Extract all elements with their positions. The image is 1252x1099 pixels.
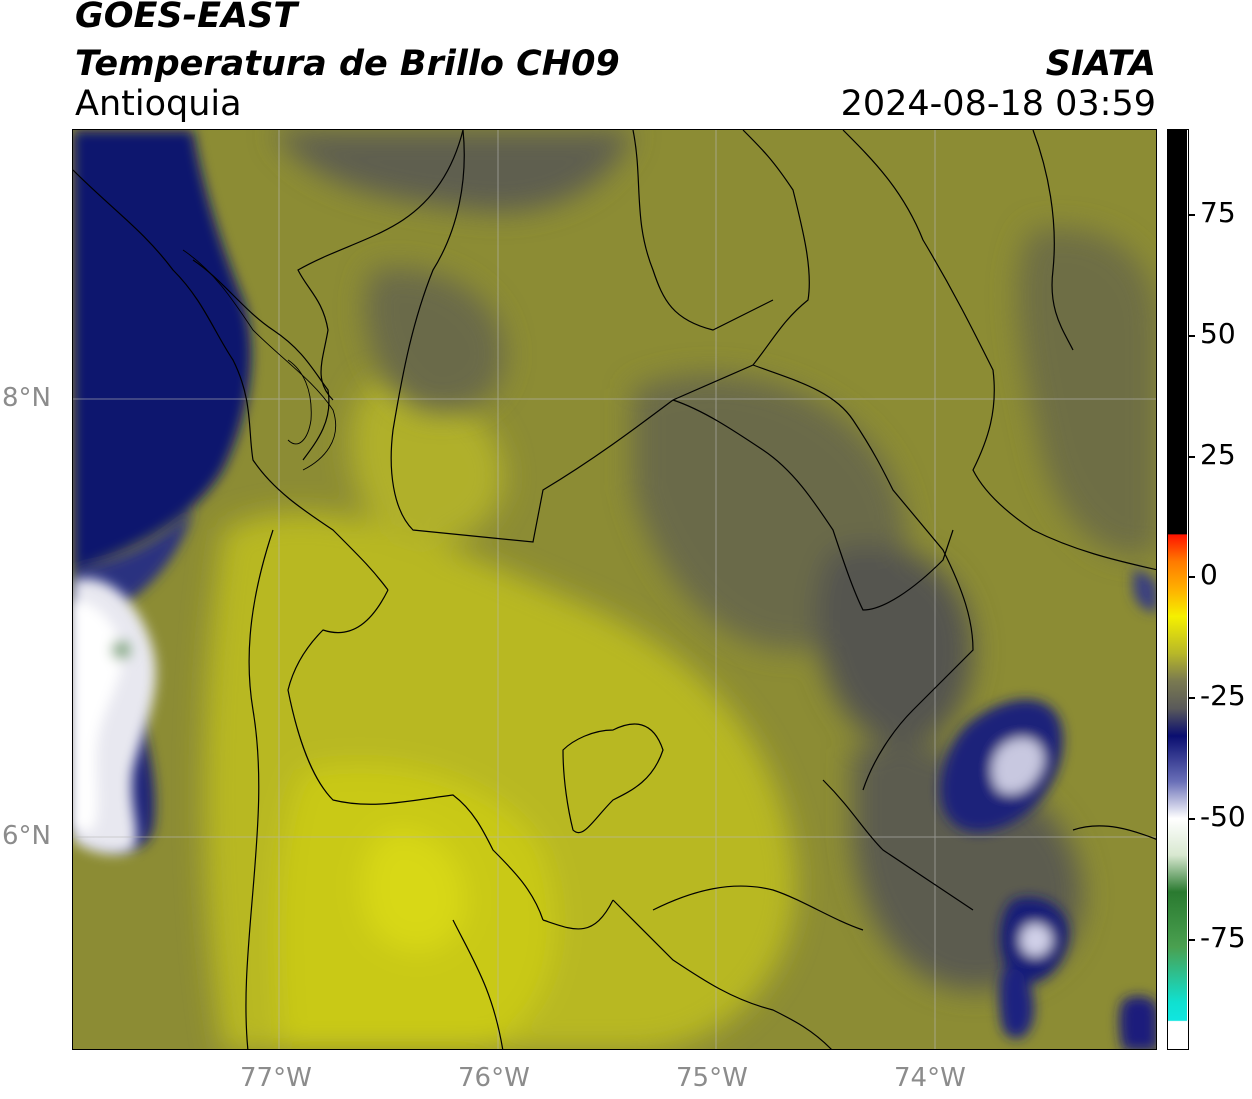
lon-label-76w: 76°W <box>458 1063 530 1093</box>
colorbar-tick <box>1189 697 1195 699</box>
colorbar-tick <box>1189 456 1195 458</box>
colorbar-label-minus75: -75 <box>1200 921 1246 954</box>
colorbar-label-minus50: -50 <box>1200 800 1246 833</box>
graticule <box>73 130 1156 1049</box>
org-label: SIATA <box>1045 44 1156 84</box>
colorbar <box>1167 129 1189 1050</box>
colorbar-tick <box>1189 335 1195 337</box>
region-label: Antioquia <box>75 84 242 124</box>
satellite-map <box>72 129 1157 1050</box>
lon-label-74w: 74°W <box>894 1063 966 1093</box>
colorbar-tick <box>1189 576 1195 578</box>
colorbar-tick <box>1189 818 1195 820</box>
colorbar-label-75: 75 <box>1200 196 1236 229</box>
lon-label-77w: 77°W <box>240 1063 312 1093</box>
map-field <box>73 130 1156 1049</box>
coastline <box>182 249 337 471</box>
colorbar-tick <box>1189 939 1195 941</box>
boundaries <box>73 130 1156 1049</box>
lon-label-75w: 75°W <box>676 1063 748 1093</box>
colorbar-label-minus25: -25 <box>1200 679 1246 712</box>
colorbar-gradient <box>1168 130 1187 1048</box>
lat-label-8n: 8°N <box>2 383 51 413</box>
colorbar-label-0: 0 <box>1200 558 1218 591</box>
colorbar-tick <box>1189 214 1195 216</box>
datetime-label: 2024-08-18 03:59 <box>840 84 1156 124</box>
title-satellite: GOES-EAST <box>75 0 298 36</box>
title-product: Temperatura de Brillo CH09 <box>75 44 620 84</box>
colorbar-label-25: 25 <box>1200 438 1236 471</box>
lat-label-6n: 6°N <box>2 821 51 851</box>
colorbar-label-50: 50 <box>1200 317 1236 350</box>
